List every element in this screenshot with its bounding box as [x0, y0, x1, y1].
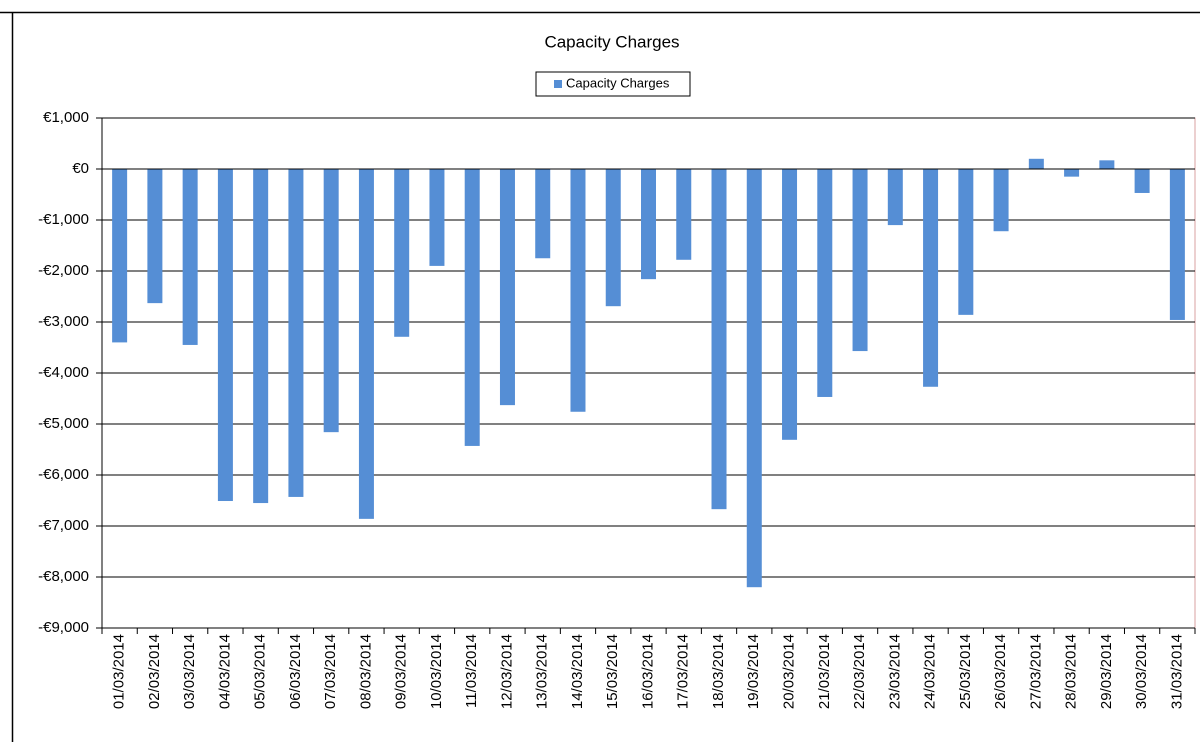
x-tick-label: 30/03/2014 [1133, 634, 1150, 709]
y-tick-label: -€5,000 [38, 415, 89, 432]
x-tick-label: 19/03/2014 [745, 634, 762, 709]
bar [570, 169, 586, 412]
x-tick-label: 22/03/2014 [851, 634, 868, 709]
x-tick-label: 28/03/2014 [1063, 634, 1080, 709]
bar [253, 169, 269, 504]
x-tick-label: 21/03/2014 [816, 634, 833, 709]
x-tick-label: 31/03/2014 [1168, 634, 1185, 709]
bar [464, 169, 480, 446]
bar [605, 169, 621, 307]
bar [993, 169, 1009, 232]
y-tick-label: €1,000 [43, 109, 89, 126]
bar [852, 169, 868, 352]
x-tick-label: 13/03/2014 [534, 634, 551, 709]
y-tick-label: -€2,000 [38, 262, 89, 279]
x-tick-label: 24/03/2014 [922, 634, 939, 709]
bar [923, 169, 939, 387]
y-tick-label: -€8,000 [38, 568, 89, 585]
bar [288, 169, 304, 497]
bar [817, 169, 833, 397]
y-tick-label: €0 [72, 160, 89, 177]
bar [1099, 160, 1115, 169]
bar [182, 169, 198, 345]
bar [112, 169, 128, 343]
x-tick-label: 23/03/2014 [886, 634, 903, 709]
chart-title: Capacity Charges [544, 32, 679, 51]
bar [429, 169, 445, 266]
bar [1169, 169, 1185, 320]
y-tick-label: -€1,000 [38, 211, 89, 228]
x-tick-label: 16/03/2014 [639, 634, 656, 709]
bar [641, 169, 656, 280]
bar [499, 169, 515, 406]
bar [676, 169, 692, 260]
bar [711, 169, 727, 510]
x-tick-label: 14/03/2014 [569, 634, 586, 709]
bar [217, 169, 233, 502]
bar [1064, 169, 1080, 177]
x-tick-label: 17/03/2014 [675, 634, 692, 709]
x-tick-label: 05/03/2014 [252, 634, 269, 709]
x-tick-label: 27/03/2014 [1027, 634, 1044, 709]
y-tick-label: -€9,000 [38, 619, 89, 636]
bar [1134, 169, 1150, 193]
x-tick-label: 20/03/2014 [781, 634, 798, 709]
x-tick-label: 29/03/2014 [1098, 634, 1115, 709]
x-tick-label: 07/03/2014 [322, 634, 339, 709]
x-tick-label: 26/03/2014 [992, 634, 1009, 709]
x-tick-label: 03/03/2014 [181, 634, 198, 709]
x-tick-label: 25/03/2014 [957, 634, 974, 709]
bar [323, 169, 339, 433]
legend-swatch [554, 80, 562, 88]
bar [782, 169, 798, 440]
bar [147, 169, 163, 304]
x-tick-label: 12/03/2014 [498, 634, 515, 709]
x-tick-label: 02/03/2014 [146, 634, 163, 709]
x-tick-label: 15/03/2014 [604, 634, 621, 709]
y-tick-label: -€3,000 [38, 313, 89, 330]
x-tick-label: 08/03/2014 [357, 634, 374, 709]
x-tick-label: 01/03/2014 [111, 634, 128, 709]
x-tick-label: 11/03/2014 [463, 634, 480, 708]
bar [746, 169, 762, 588]
y-tick-label: -€7,000 [38, 517, 89, 534]
x-tick-label: 06/03/2014 [287, 634, 304, 709]
bar [394, 169, 410, 337]
bar [358, 169, 374, 519]
y-tick-label: -€6,000 [38, 466, 89, 483]
x-tick-label: 09/03/2014 [393, 634, 410, 709]
bar [535, 169, 551, 259]
y-tick-label: -€4,000 [38, 364, 89, 381]
bar [958, 169, 974, 315]
x-tick-label: 04/03/2014 [216, 634, 233, 709]
bar [887, 169, 903, 226]
bar [1028, 158, 1044, 169]
legend-label: Capacity Charges [566, 75, 670, 90]
x-tick-label: 10/03/2014 [428, 634, 445, 709]
x-tick-label: 18/03/2014 [710, 634, 727, 709]
